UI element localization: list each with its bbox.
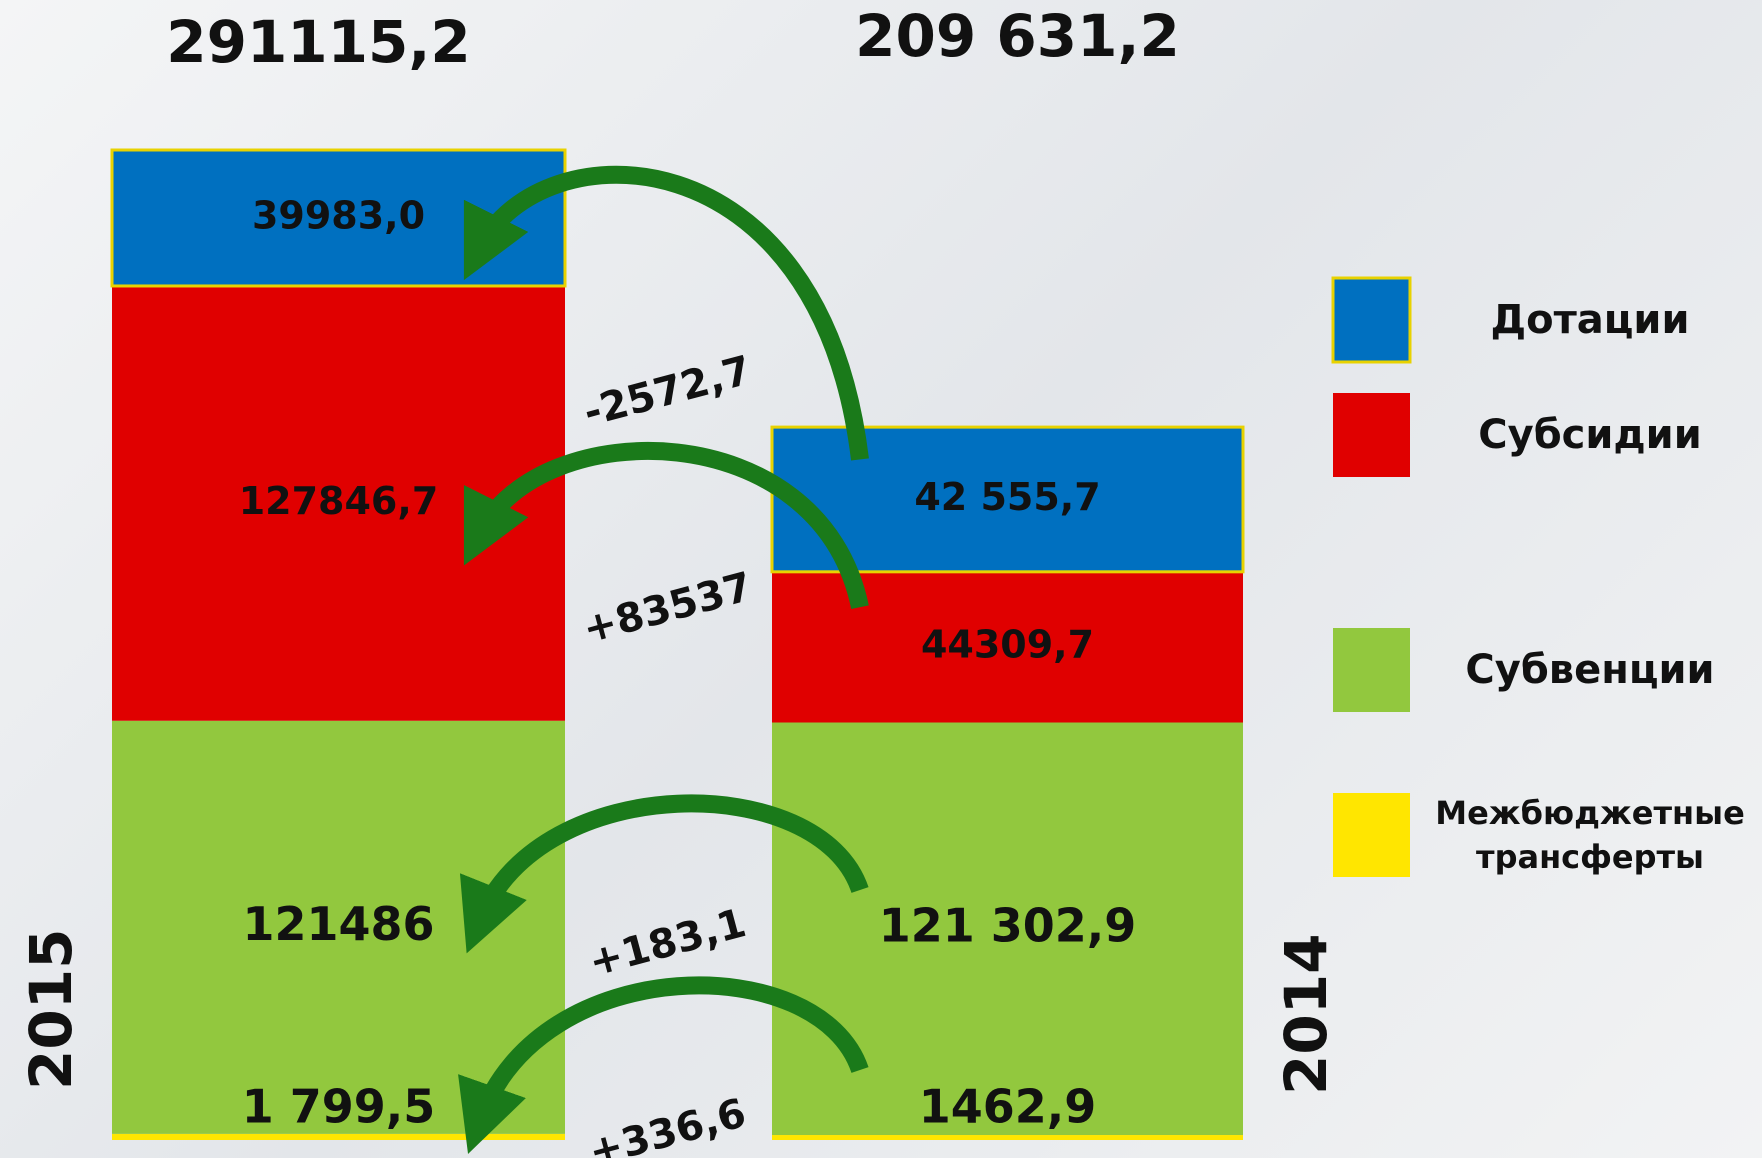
legend-swatch: [1333, 278, 1410, 362]
legend-label: Дотации: [1420, 297, 1760, 343]
page: {"chart_data": { "type": "stacked-bar", …: [0, 0, 1762, 1158]
x-tick-label: 2014: [1272, 934, 1340, 1095]
value-label: 121 302,9: [879, 898, 1137, 952]
value-label: 121486: [242, 897, 434, 951]
chart: 1 799,5 121486 127846,7 39983,0 291115,2 1462…: [0, 0, 1762, 1158]
total-label: 291115,2: [166, 8, 471, 76]
value-label: 42 555,7: [914, 475, 1100, 519]
legend-swatch: [1333, 393, 1410, 477]
value-label: 44309,7: [921, 623, 1094, 667]
change-label: -2572,7: [579, 347, 756, 436]
change-label: +336,6: [584, 1090, 750, 1158]
bar-segment: [112, 1134, 565, 1140]
legend-swatch: [1333, 628, 1410, 712]
change-label: +83537: [578, 564, 757, 653]
value-label: 1 799,5: [242, 1080, 436, 1134]
bar-segment: [772, 1135, 1243, 1140]
value-label: 1462,9: [919, 1080, 1097, 1134]
legend-swatch: [1333, 793, 1410, 877]
legend-label: Субвенции: [1420, 647, 1760, 693]
legend-label: Межбюджетные трансферты: [1420, 791, 1760, 879]
value-label: 39983,0: [252, 193, 425, 237]
x-tick-label: 2015: [17, 929, 85, 1090]
change-label: +183,1: [584, 900, 750, 986]
value-label: 127846,7: [239, 479, 439, 523]
legend-label: Субсидии: [1420, 412, 1760, 458]
total-label: 209 631,2: [855, 2, 1180, 70]
